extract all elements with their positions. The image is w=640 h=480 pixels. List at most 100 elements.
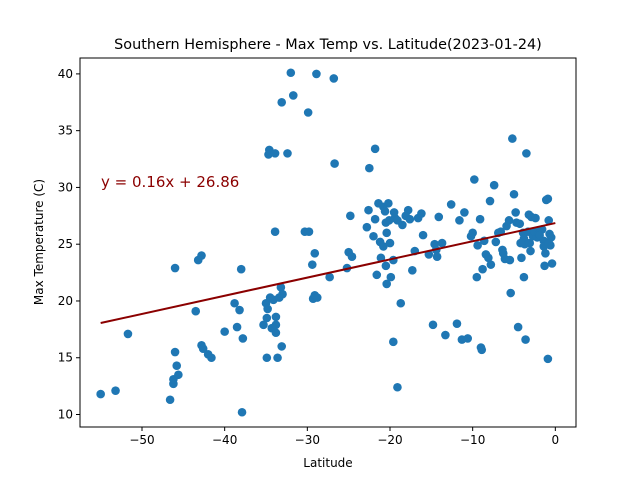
x-tick-label: 0 bbox=[552, 433, 560, 447]
data-point bbox=[262, 313, 272, 323]
data-point bbox=[472, 272, 482, 282]
data-point bbox=[370, 214, 380, 224]
data-point bbox=[519, 272, 529, 282]
data-point bbox=[347, 252, 357, 261]
y-tick-label: 40 bbox=[58, 67, 73, 81]
data-point bbox=[516, 238, 525, 248]
data-point bbox=[207, 353, 216, 363]
data-point bbox=[346, 211, 355, 221]
x-axis-ticks: −50 −40 −30 −20 −10 0 bbox=[129, 427, 559, 447]
data-point bbox=[310, 248, 320, 258]
data-point bbox=[489, 180, 499, 190]
data-point bbox=[486, 260, 496, 269]
data-point bbox=[418, 230, 428, 240]
axes-frame bbox=[79, 57, 577, 428]
data-point bbox=[515, 219, 525, 229]
data-point bbox=[380, 206, 390, 216]
data-point bbox=[541, 248, 550, 258]
data-point bbox=[286, 68, 296, 78]
data-point bbox=[522, 149, 531, 158]
data-point bbox=[271, 320, 281, 330]
data-point bbox=[165, 395, 175, 405]
y-tick-label: 20 bbox=[58, 294, 73, 308]
data-point bbox=[477, 345, 487, 355]
data-point bbox=[270, 149, 280, 158]
data-point bbox=[526, 246, 535, 256]
y-axis-ticks: 10 15 20 25 30 35 40 bbox=[58, 67, 80, 422]
data-point bbox=[197, 251, 206, 260]
y-tick-label: 35 bbox=[58, 124, 73, 138]
data-point bbox=[369, 231, 378, 241]
regression-equation-label: y = 0.16x + 26.86 bbox=[101, 173, 239, 191]
data-point bbox=[220, 327, 229, 336]
data-point bbox=[236, 264, 246, 274]
data-point bbox=[511, 208, 520, 217]
data-point bbox=[446, 200, 456, 209]
data-point bbox=[370, 144, 380, 154]
data-point bbox=[468, 228, 477, 238]
data-point bbox=[509, 189, 519, 199]
data-point bbox=[508, 134, 517, 143]
data-point bbox=[434, 212, 444, 222]
data-point bbox=[111, 386, 120, 395]
data-point bbox=[384, 199, 393, 208]
data-point bbox=[403, 205, 413, 215]
data-point bbox=[437, 238, 447, 248]
data-point bbox=[525, 238, 535, 248]
regression-line bbox=[100, 222, 556, 324]
data-point bbox=[544, 238, 554, 248]
data-point bbox=[170, 263, 180, 273]
data-point bbox=[379, 242, 388, 251]
data-point bbox=[505, 255, 515, 265]
data-point bbox=[484, 253, 493, 263]
data-point bbox=[198, 344, 208, 353]
data-point bbox=[191, 306, 201, 316]
chart-title: Southern Hemisphere - Max Temp vs. Latit… bbox=[114, 37, 542, 53]
data-point bbox=[521, 335, 530, 344]
data-point bbox=[304, 227, 314, 237]
x-axis-label: Latitude bbox=[303, 456, 352, 470]
data-point bbox=[543, 354, 553, 364]
data-point bbox=[330, 159, 339, 168]
data-point bbox=[432, 252, 442, 261]
data-point bbox=[405, 214, 415, 224]
y-tick-label: 10 bbox=[58, 408, 73, 422]
data-point bbox=[393, 382, 402, 392]
data-point bbox=[491, 237, 501, 247]
data-point bbox=[478, 264, 487, 274]
x-tick-label: −30 bbox=[295, 433, 320, 447]
data-point bbox=[535, 230, 544, 240]
data-point bbox=[372, 270, 382, 280]
data-point bbox=[232, 322, 242, 332]
data-point bbox=[441, 330, 450, 340]
data-point bbox=[382, 279, 391, 289]
data-point bbox=[277, 97, 287, 107]
data-point bbox=[381, 261, 391, 271]
data-point bbox=[396, 298, 406, 308]
data-point bbox=[276, 283, 286, 292]
y-tick-label: 30 bbox=[58, 180, 73, 194]
data-point bbox=[288, 91, 298, 100]
data-point bbox=[277, 342, 287, 351]
data-point bbox=[382, 228, 391, 238]
x-tick-label: −10 bbox=[460, 433, 485, 447]
data-point bbox=[389, 337, 398, 347]
data-point bbox=[283, 149, 292, 158]
data-point bbox=[365, 163, 374, 173]
data-point bbox=[540, 261, 549, 271]
data-point bbox=[452, 319, 462, 328]
data-point bbox=[513, 322, 523, 332]
data-point bbox=[362, 222, 372, 232]
x-tick-label: −20 bbox=[377, 433, 402, 447]
data-point bbox=[473, 241, 482, 250]
y-tick-label: 25 bbox=[58, 237, 73, 251]
data-point bbox=[172, 361, 182, 370]
data-point bbox=[417, 209, 426, 218]
data-point bbox=[329, 74, 339, 83]
data-point bbox=[547, 259, 557, 268]
data-point bbox=[123, 329, 133, 339]
data-point bbox=[307, 260, 317, 269]
data-point bbox=[303, 108, 313, 117]
data-point bbox=[238, 334, 248, 343]
